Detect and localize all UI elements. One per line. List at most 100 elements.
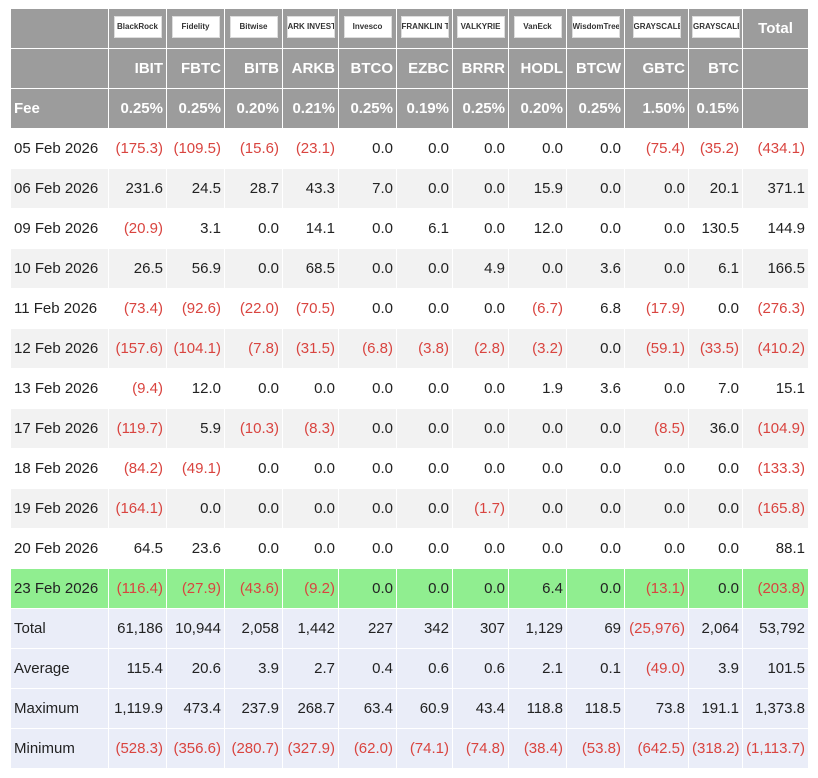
value-cell: (6.7) <box>508 288 567 329</box>
value-cell: 0.0 <box>396 408 453 449</box>
value-cell: (175.3) <box>108 128 167 169</box>
value-cell: 0.0 <box>624 528 689 569</box>
logo-cell: Invesco <box>338 8 397 49</box>
value-cell: 0.0 <box>166 488 225 529</box>
value-cell: 0.0 <box>396 288 453 329</box>
data-row: 09 Feb 2026 (20.9) 3.1 0.0 14.1 0.0 6.1 0.0 12.0… <box>10 208 809 249</box>
value-cell: 1.9 <box>508 368 567 409</box>
value-cell: 0.0 <box>224 528 283 569</box>
value-cell: 0.0 <box>688 488 743 529</box>
value-cell: 0.0 <box>396 168 453 209</box>
value-cell: 0.0 <box>566 448 625 489</box>
value-cell: 15.1 <box>742 368 809 409</box>
value-cell: 0.0 <box>396 568 453 609</box>
value-cell: 3.6 <box>566 368 625 409</box>
value-cell: (7.8) <box>224 328 283 369</box>
issuer-logo: FRANKLIN TEMPLETON <box>400 15 449 38</box>
value-cell: 0.0 <box>566 128 625 169</box>
data-row: 17 Feb 2026 (119.7) 5.9 (10.3) (8.3) 0.0 0.0 0.… <box>10 408 809 449</box>
value-cell: 0.0 <box>338 488 397 529</box>
value-cell: 69 <box>566 608 625 649</box>
value-cell: 227 <box>338 608 397 649</box>
value-cell: (119.7) <box>108 408 167 449</box>
fee-row: Fee 0.25% 0.25% 0.20% 0.21% 0.25% 0.19% 0.25% 0.… <box>10 88 809 129</box>
issuer-logo: VanEck <box>513 15 562 38</box>
value-cell: 0.0 <box>688 568 743 609</box>
value-cell: 7.0 <box>688 368 743 409</box>
value-cell: (74.8) <box>452 728 509 769</box>
value-cell: (3.2) <box>508 328 567 369</box>
value-cell: 0.0 <box>452 168 509 209</box>
value-cell: 0.0 <box>282 528 339 569</box>
value-cell: 0.0 <box>508 528 567 569</box>
value-cell: 43.3 <box>282 168 339 209</box>
row-label: 18 Feb 2026 <box>10 448 109 489</box>
ticker: BRRR <box>452 48 509 89</box>
value-cell: (10.3) <box>224 408 283 449</box>
value-cell: 0.0 <box>508 248 567 289</box>
value-cell: (1,113.7) <box>742 728 809 769</box>
value-cell: 0.0 <box>338 528 397 569</box>
value-cell: 73.8 <box>624 688 689 729</box>
value-cell: 115.4 <box>108 648 167 689</box>
fee: 0.21% <box>282 88 339 129</box>
value-cell: (31.5) <box>282 328 339 369</box>
value-cell: (23.1) <box>282 128 339 169</box>
value-cell: 0.0 <box>396 528 453 569</box>
summary-row: Minimum (528.3) (356.6) (280.7) (327.9) (62.0… <box>10 728 809 769</box>
value-cell: (25,976) <box>624 608 689 649</box>
value-cell: (49.1) <box>166 448 225 489</box>
value-cell: 20.6 <box>166 648 225 689</box>
value-cell: 0.0 <box>224 368 283 409</box>
etf-flow-table: BlackRock Fidelity Bitwise ARK INVEST Invesc… <box>10 8 809 769</box>
value-cell: (280.7) <box>224 728 283 769</box>
value-cell: 0.0 <box>624 208 689 249</box>
data-row: 18 Feb 2026 (84.2) (49.1) 0.0 0.0 0.0 0.0 0.0 0.… <box>10 448 809 489</box>
value-cell: (164.1) <box>108 488 167 529</box>
value-cell: 0.0 <box>508 448 567 489</box>
value-cell: 0.1 <box>566 648 625 689</box>
value-cell: (70.5) <box>282 288 339 329</box>
value-cell: 0.0 <box>624 248 689 289</box>
value-cell: 0.0 <box>338 288 397 329</box>
row-label: 06 Feb 2026 <box>10 168 109 209</box>
data-row: 13 Feb 2026 (9.4) 12.0 0.0 0.0 0.0 0.0 0.0 1.9 3.… <box>10 368 809 409</box>
table-body: BlackRock Fidelity Bitwise ARK INVEST Invesc… <box>10 8 809 769</box>
row-label: 11 Feb 2026 <box>10 288 109 329</box>
value-cell: 0.0 <box>452 128 509 169</box>
value-cell: 268.7 <box>282 688 339 729</box>
value-cell: 371.1 <box>742 168 809 209</box>
value-cell: 0.0 <box>396 128 453 169</box>
issuer-logo: Bitwise <box>229 15 278 38</box>
value-cell: (49.0) <box>624 648 689 689</box>
value-cell: (104.9) <box>742 408 809 449</box>
value-cell: (59.1) <box>624 328 689 369</box>
row-label: Average <box>10 648 109 689</box>
value-cell: 60.9 <box>396 688 453 729</box>
value-cell: 0.6 <box>396 648 453 689</box>
value-cell: 0.0 <box>338 448 397 489</box>
value-cell: 0.0 <box>624 488 689 529</box>
value-cell: 6.8 <box>566 288 625 329</box>
value-cell: (276.3) <box>742 288 809 329</box>
fee: 0.20% <box>508 88 567 129</box>
value-cell: (84.2) <box>108 448 167 489</box>
ticker: IBIT <box>108 48 167 89</box>
value-cell: 56.9 <box>166 248 225 289</box>
value-cell: 0.0 <box>566 408 625 449</box>
value-cell: 144.9 <box>742 208 809 249</box>
value-cell: 6.4 <box>508 568 567 609</box>
ticker: BTCO <box>338 48 397 89</box>
row-label: 05 Feb 2026 <box>10 128 109 169</box>
value-cell: 12.0 <box>508 208 567 249</box>
logo-cell: FRANKLIN TEMPLETON <box>396 8 453 49</box>
issuer-logo: GRAYSCALE <box>632 15 681 38</box>
value-cell: 2.1 <box>508 648 567 689</box>
value-cell: 0.0 <box>566 168 625 209</box>
value-cell: 0.0 <box>282 368 339 409</box>
ticker: BTCW <box>566 48 625 89</box>
logo-cell: ARK INVEST <box>282 8 339 49</box>
value-cell: 0.0 <box>624 368 689 409</box>
logo-cell: VALKYRIE <box>452 8 509 49</box>
value-cell: (327.9) <box>282 728 339 769</box>
